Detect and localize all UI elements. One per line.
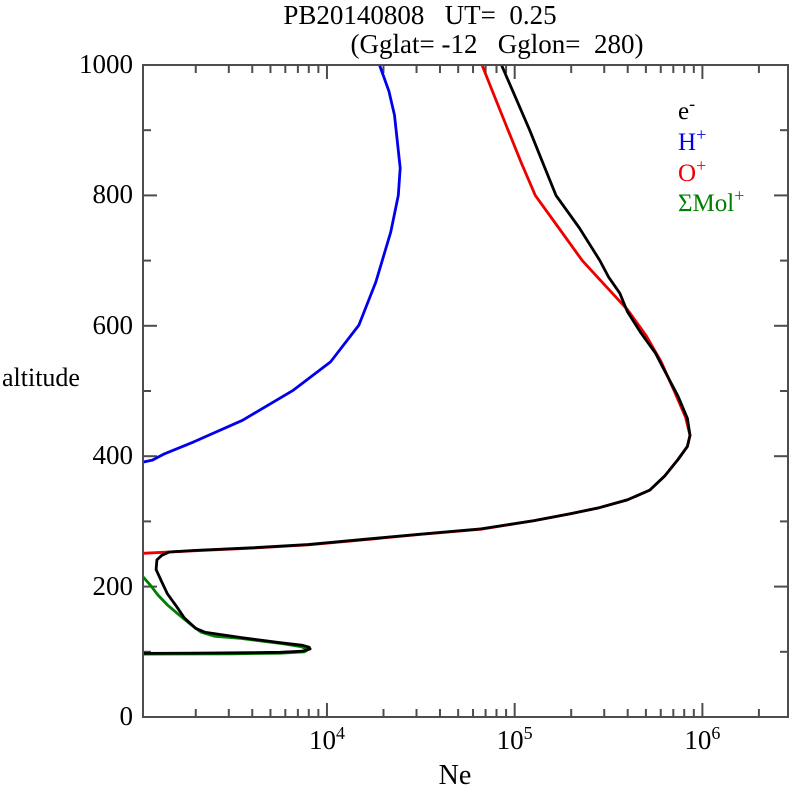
y-tick-label-200: 200 [92,570,134,601]
y-tick-label-400: 400 [92,440,134,471]
y-tick-label-800: 800 [92,179,134,210]
y-tick-label-600: 600 [92,309,134,340]
y-axis-label: altitude [2,363,80,392]
y-tick-label-1000: 1000 [79,49,133,79]
curve-electron-density [143,65,692,655]
plot-frame [142,64,789,718]
y-tick-label-0: 0 [119,701,134,731]
legend-item-hydrogen-ion: H+ [678,124,707,156]
axis-ticks [143,64,788,718]
legend-item-electron-density: e- [678,93,696,125]
x-tick-label-1e5: 105 [496,723,533,755]
plot-title: PB20140808 UT= 0.25 [283,0,557,30]
x-tick-label-1e4: 104 [308,723,345,755]
curve-hydrogen-ion [143,65,402,464]
legend-item-oxygen-ion: O+ [678,155,707,187]
data-curves [143,65,692,656]
x-tick-label-1e6: 106 [684,723,721,755]
legend-item-molecular-ions-sum: ΣMol+ [678,185,745,217]
plot-subtitle: (Gglat= -12 Gglon= 280) [350,29,644,59]
x-axis-label: Ne [438,760,472,791]
curve-oxygen-ion [143,65,692,555]
